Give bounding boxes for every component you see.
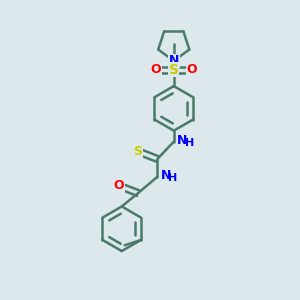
- Text: O: O: [151, 63, 161, 76]
- Text: H: H: [184, 138, 194, 148]
- Text: O: O: [186, 63, 197, 76]
- Text: S: S: [169, 63, 179, 77]
- Text: N: N: [169, 54, 179, 67]
- Text: H: H: [168, 173, 178, 183]
- Text: O: O: [113, 179, 124, 192]
- Text: N: N: [160, 169, 171, 182]
- Text: S: S: [134, 145, 142, 158]
- Text: N: N: [177, 134, 187, 147]
